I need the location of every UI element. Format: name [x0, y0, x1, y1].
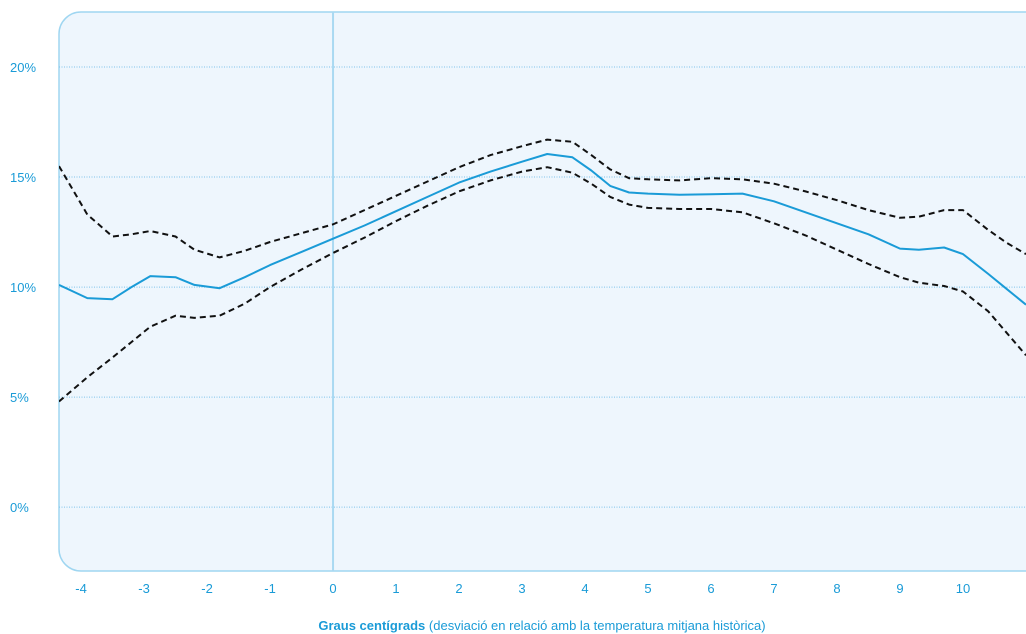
bound-line-2: [59, 166, 1026, 403]
plot-area: [58, 11, 1026, 572]
x-tick-label-0: -4: [75, 581, 87, 596]
x-axis-label: Graus centígrads (desviació en relació a…: [318, 618, 765, 633]
x-tick-label-3: -1: [264, 581, 276, 596]
x-tick-label-4: 0: [329, 581, 336, 596]
x-tick-label-10: 6: [707, 581, 714, 596]
x-tick-label-5: 1: [392, 581, 399, 596]
estimate-line: [59, 153, 1026, 306]
x-tick-label-6: 2: [455, 581, 462, 596]
y-tick-label-0: 0%: [10, 500, 29, 515]
x-tick-label-9: 5: [644, 581, 651, 596]
y-tick-label-1: 5%: [10, 390, 29, 405]
x-axis-label-rest: (desviació en relació amb la temperatura…: [425, 618, 765, 633]
x-axis-label-bold: Graus centígrads: [318, 618, 425, 633]
x-tick-label-13: 9: [896, 581, 903, 596]
bound-line-1: [59, 138, 1026, 259]
x-tick-label-14: 10: [956, 581, 970, 596]
x-tick-label-8: 4: [581, 581, 588, 596]
x-tick-label-12: 8: [833, 581, 840, 596]
y-tick-label-4: 20%: [10, 60, 36, 75]
x-tick-label-1: -3: [138, 581, 150, 596]
x-tick-label-7: 3: [518, 581, 525, 596]
x-tick-label-2: -2: [201, 581, 213, 596]
y-tick-label-2: 10%: [10, 280, 36, 295]
x-tick-label-11: 7: [770, 581, 777, 596]
y-tick-label-3: 15%: [10, 170, 36, 185]
